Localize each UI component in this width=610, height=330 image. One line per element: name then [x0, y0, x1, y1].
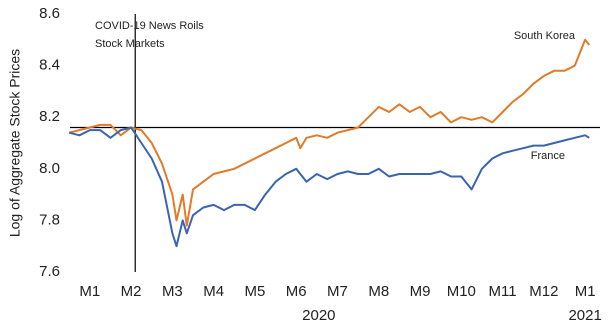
series-line [68, 38, 591, 227]
y-tick-label: 8.6 [39, 5, 60, 22]
annotation: Stock Markets [95, 38, 165, 50]
year-label: 2020 [302, 307, 335, 324]
x-tick-label: M12 [529, 283, 558, 300]
x-tick-label: M3 [162, 283, 183, 300]
x-tick-label: M7 [327, 283, 348, 300]
y-tick-label: 7.6 [39, 263, 60, 280]
y-tick-label: 8.2 [39, 108, 60, 125]
series-label: South Korea [514, 30, 576, 42]
annotation: COVID-19 News Roils [95, 20, 204, 32]
x-tick-label: M6 [286, 283, 307, 300]
series-label: France [531, 150, 565, 162]
x-tick-label: M1 [575, 283, 596, 300]
y-tick-label: 8.4 [39, 57, 60, 74]
x-tick-label: M5 [245, 283, 266, 300]
year-label: 2021 [568, 307, 601, 324]
x-tick-label: M1 [79, 283, 100, 300]
y-tick-label: 8.0 [39, 160, 60, 177]
y-axis-label: Log of Aggregate Stock Prices [7, 49, 23, 237]
y-tick-label: 7.8 [39, 211, 60, 228]
series-line [68, 126, 590, 248]
x-tick-label: M11 [489, 283, 517, 300]
x-tick-label: M4 [203, 283, 224, 300]
x-tick-label: M2 [121, 283, 142, 300]
x-tick-label: M8 [368, 283, 389, 300]
x-tick-label: M10 [447, 283, 476, 300]
x-tick-label: M9 [410, 283, 431, 300]
